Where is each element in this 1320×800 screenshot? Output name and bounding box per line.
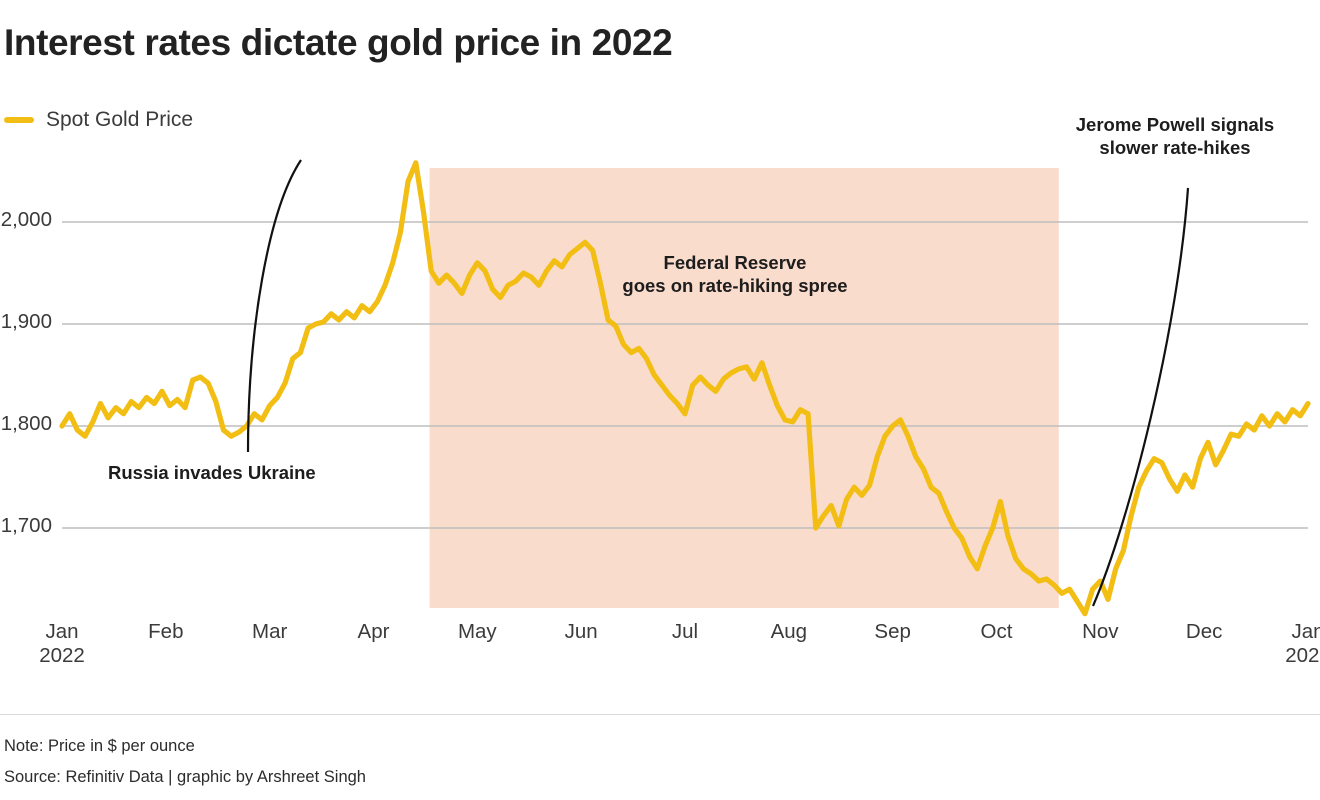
x-axis-tick-label: Sep	[874, 620, 911, 643]
annotation-fed: Federal Reserve goes on rate-hiking spree	[622, 252, 848, 296]
x-axis-tick-label: Nov	[1082, 620, 1119, 643]
shaded-span-0	[429, 168, 1059, 608]
footer-divider	[0, 714, 1320, 715]
y-axis-tick-label: 2,000	[0, 208, 52, 231]
page-title: Interest rates dictate gold price in 202…	[4, 22, 673, 63]
x-axis-tick-label: Jul	[671, 620, 699, 643]
x-axis-tick-label: Feb	[148, 620, 184, 643]
legend-item-label: Spot Gold Price	[46, 108, 194, 131]
x-axis-tick-label: Dec	[1185, 620, 1223, 643]
y-axis-tick-label: 1,800	[0, 412, 52, 435]
line-swatch-icon	[4, 117, 34, 123]
x-axis-tick-label: Jan 2022	[39, 620, 85, 667]
y-axis-tick-label: 1,700	[0, 514, 52, 537]
series-line-0	[59, 160, 1311, 617]
legend: Spot Gold Price	[4, 108, 193, 132]
source-text: Source: Refinitiv Data | graphic by Arsh…	[4, 768, 366, 786]
x-axis-tick-label: Apr	[357, 620, 390, 643]
x-axis-tick-label: Oct	[980, 620, 1013, 643]
powell-arc	[1091, 187, 1190, 607]
x-axis-tick-label: May	[457, 620, 497, 643]
x-axis-tick-label: Jan2023	[1285, 620, 1320, 667]
x-axis-tick-label: Mar	[252, 620, 288, 643]
x-axis-tick-label: Aug	[770, 620, 808, 643]
note-text: Note: Price in $ per ounce	[4, 737, 195, 755]
x-axis-tick-label: Jun	[564, 620, 598, 643]
y-axis-tick-label: 1,900	[0, 310, 52, 333]
annotation-russia: Russia invades Ukraine	[108, 462, 316, 483]
russia-arc	[246, 159, 302, 453]
annotation-powell: Jerome Powell signals slower rate-hikes	[1075, 114, 1275, 158]
